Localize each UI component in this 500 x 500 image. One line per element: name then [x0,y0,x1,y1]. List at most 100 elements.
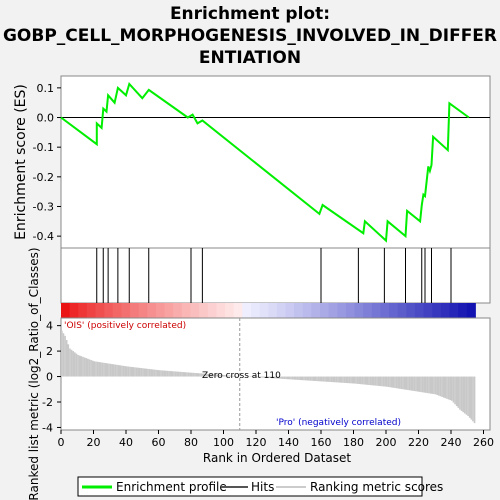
metric-bar [334,376,336,383]
color-bar-segment [371,303,381,318]
hits-plot-area [60,247,491,304]
metric-bar [96,361,99,377]
metric-bar [290,376,292,380]
metric-bar [312,376,315,381]
color-bar-segment [294,303,304,318]
ranking-metric-bars [61,330,476,424]
metric-bar [168,370,170,377]
metric-bar [265,376,268,378]
metric-bar [171,371,174,377]
metric-bar [179,371,182,377]
metric-bar [361,376,364,385]
color-bar-segment [104,303,114,318]
ranked-x-tick-label: 180 [343,436,364,449]
color-bar-segment [363,303,373,318]
metric-bar [324,376,326,382]
metric-bar [174,371,177,377]
metric-bar [301,376,304,381]
metric-bar [351,376,354,384]
metric-bar [103,362,105,377]
color-bar-segment [440,303,450,318]
color-bar-segment [121,303,131,318]
metric-bar [418,376,421,392]
color-bar-segment [199,303,209,318]
metric-bar [223,375,226,377]
metric-bar [428,376,430,394]
metric-bar [256,376,258,378]
metric-bar [111,364,113,377]
metric-bar [155,369,157,377]
legend-hits-label: Hits [251,480,274,494]
metric-bar [269,376,271,379]
metric-bar [444,376,447,399]
es-plot-area [60,75,491,249]
metric-bar [325,376,328,382]
ranked-y-axis: 4 2 0 -2 -4 [42,320,61,434]
metric-bar [163,370,165,377]
color-bar-segment [311,303,321,318]
metric-bar [472,376,474,422]
metric-bar [215,374,217,377]
color-bar-segment [354,303,364,318]
metric-bar [187,372,190,377]
hits-markers [96,248,452,303]
metric-bar [270,376,273,379]
color-bar-segment [406,303,416,318]
metric-bar [181,371,183,377]
color-bar-segment [78,303,88,318]
ranked-y-axis-label: Ranked list metric (log2_Ratio_of_Classe… [27,247,41,500]
metric-bar [400,376,403,390]
metric-bar [399,376,401,389]
metric-bar [286,376,289,380]
metric-bar [67,344,70,377]
chart-title-line-3: ENTIATION [199,48,301,68]
metric-bar [104,363,107,377]
legend-box [77,476,423,497]
metric-bar [260,376,263,378]
metric-bar [233,375,235,377]
metric-bar [200,373,203,377]
color-bar-segment [86,303,97,318]
metric-bar [423,376,425,393]
metric-bar [119,365,122,377]
metric-bar [426,376,429,394]
positive-correlation-label: 'OIS' (positively correlated) [64,321,186,331]
color-bar-segment [207,303,217,318]
color-bar-segment [268,303,278,318]
metric-bar [80,356,83,377]
metric-bar [425,376,427,393]
metric-bar [126,366,128,377]
metric-bar [160,370,162,377]
metric-bar [332,376,334,383]
ranked-x-tick-label: 220 [408,436,429,449]
metric-bar [452,376,455,403]
metric-bar [473,376,476,424]
metric-bar [303,376,305,381]
metric-bar [329,376,331,382]
ranked-y-tick-label: 4 [46,320,53,333]
metric-bar [416,376,419,392]
metric-bar [395,376,398,389]
color-bar-segment [345,303,356,318]
metric-bar [106,363,109,377]
metric-bar [70,349,73,377]
metric-bar [217,374,219,377]
ranked-x-axis: 0 20 40 60 80 100 120 140 160 180 200 220 240 260 [58,430,494,449]
color-bar-segment [147,303,157,318]
ranked-x-tick-label: 20 [87,436,101,449]
metric-bar [90,360,92,377]
ranked-x-tick-label: 100 [213,436,234,449]
color-bar-segment [164,303,174,318]
ranked-x-tick-label: 80 [184,436,198,449]
metric-bar [369,376,372,386]
legend-ranking-label: Ranking metric scores [310,480,443,494]
metric-bar [434,376,437,395]
metric-bar [408,376,411,391]
es-y-tick-label: 0.1 [37,82,55,95]
metric-bar [470,376,473,420]
color-bar-segment [414,303,425,318]
metric-bar [65,340,68,377]
metric-bar [78,355,81,377]
metric-bar [273,376,276,379]
metric-bar [441,376,443,397]
